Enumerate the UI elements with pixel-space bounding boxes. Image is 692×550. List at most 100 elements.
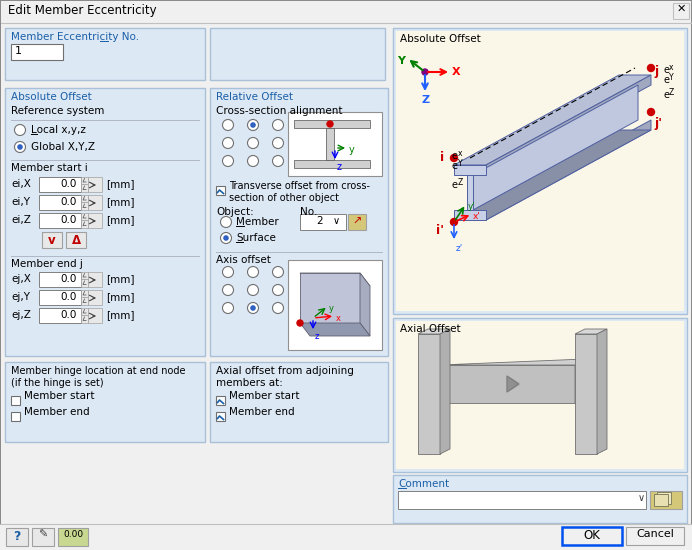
Circle shape <box>223 284 233 295</box>
Circle shape <box>273 119 284 130</box>
Bar <box>393 318 687 472</box>
Text: j': j' <box>654 117 662 130</box>
Text: [mm]: [mm] <box>106 292 134 302</box>
Bar <box>5 88 205 356</box>
Bar <box>650 491 682 509</box>
Bar <box>39 195 81 210</box>
Bar <box>88 177 102 192</box>
Bar <box>39 308 81 323</box>
Bar <box>396 321 684 469</box>
Bar <box>81 308 88 315</box>
Bar <box>39 272 81 287</box>
Circle shape <box>248 302 259 313</box>
Circle shape <box>273 267 284 278</box>
Bar <box>11 412 20 421</box>
Text: Z: Z <box>458 178 463 187</box>
Text: 0.0: 0.0 <box>61 274 77 284</box>
Bar <box>326 128 334 160</box>
Circle shape <box>273 284 284 295</box>
Text: Surface: Surface <box>236 233 276 243</box>
Text: e: e <box>663 65 669 75</box>
Bar <box>81 297 88 305</box>
Text: 0.0: 0.0 <box>61 215 77 225</box>
Text: 0.0: 0.0 <box>61 310 77 320</box>
Polygon shape <box>597 329 607 454</box>
Bar <box>66 232 86 248</box>
Text: ej,Z: ej,Z <box>11 310 31 320</box>
Text: Y: Y <box>397 56 405 66</box>
Text: v: v <box>48 234 56 247</box>
Bar <box>467 175 473 210</box>
Text: z: z <box>337 162 342 172</box>
Bar <box>396 31 684 311</box>
Circle shape <box>248 119 259 130</box>
Bar <box>0 524 692 550</box>
Bar <box>6 528 28 546</box>
Circle shape <box>248 284 259 295</box>
Text: Axial Offset: Axial Offset <box>400 324 461 334</box>
Bar <box>216 396 225 405</box>
Circle shape <box>251 305 256 311</box>
Circle shape <box>450 155 457 162</box>
Text: e: e <box>452 161 458 171</box>
Bar <box>1 1 691 23</box>
Bar <box>393 475 687 523</box>
Text: x: x <box>669 63 673 72</box>
Text: Z: Z <box>422 95 430 105</box>
Text: e: e <box>452 151 458 161</box>
Text: [mm]: [mm] <box>106 215 134 225</box>
Text: X: X <box>452 67 461 77</box>
Bar <box>39 213 81 228</box>
Bar <box>654 494 668 506</box>
Text: No.: No. <box>300 207 318 217</box>
Bar <box>454 165 486 175</box>
Circle shape <box>15 141 26 152</box>
Bar <box>88 290 102 305</box>
Text: e: e <box>452 180 458 190</box>
Circle shape <box>297 320 303 326</box>
Bar <box>657 492 671 504</box>
Circle shape <box>450 218 457 226</box>
Bar <box>216 186 225 195</box>
Bar <box>81 279 88 287</box>
Text: ∨: ∨ <box>638 493 645 503</box>
Bar <box>398 491 646 509</box>
Polygon shape <box>300 273 370 286</box>
Bar <box>88 195 102 210</box>
Text: ei,Y: ei,Y <box>11 197 30 207</box>
Text: e: e <box>663 75 669 85</box>
Text: 0.0: 0.0 <box>61 292 77 302</box>
Text: Relative Offset: Relative Offset <box>216 92 293 102</box>
Text: y': y' <box>468 202 476 211</box>
Circle shape <box>273 302 284 313</box>
Bar <box>626 527 684 545</box>
Bar <box>81 202 88 210</box>
Polygon shape <box>486 120 651 220</box>
Bar <box>216 412 225 421</box>
Text: Global X,Y,Z: Global X,Y,Z <box>31 142 95 152</box>
Text: ✎: ✎ <box>38 530 48 540</box>
Circle shape <box>221 233 232 244</box>
Polygon shape <box>360 273 370 336</box>
Bar <box>454 210 486 220</box>
Text: 1: 1 <box>15 46 22 56</box>
Polygon shape <box>418 334 440 454</box>
Bar <box>32 528 54 546</box>
Text: Member: Member <box>236 217 279 227</box>
Bar <box>294 120 370 128</box>
Circle shape <box>248 267 259 278</box>
Bar <box>88 308 102 323</box>
Bar <box>288 260 382 350</box>
Text: Member end: Member end <box>229 407 295 417</box>
Circle shape <box>648 64 655 72</box>
Text: i': i' <box>436 224 444 237</box>
Text: Member start: Member start <box>24 391 95 401</box>
Text: 2: 2 <box>316 216 322 226</box>
Polygon shape <box>300 273 360 323</box>
Text: ✕: ✕ <box>676 4 686 14</box>
Bar <box>81 195 88 202</box>
Polygon shape <box>300 323 370 336</box>
Text: members at:: members at: <box>216 378 283 388</box>
Text: [mm]: [mm] <box>106 310 134 320</box>
Polygon shape <box>473 85 638 210</box>
